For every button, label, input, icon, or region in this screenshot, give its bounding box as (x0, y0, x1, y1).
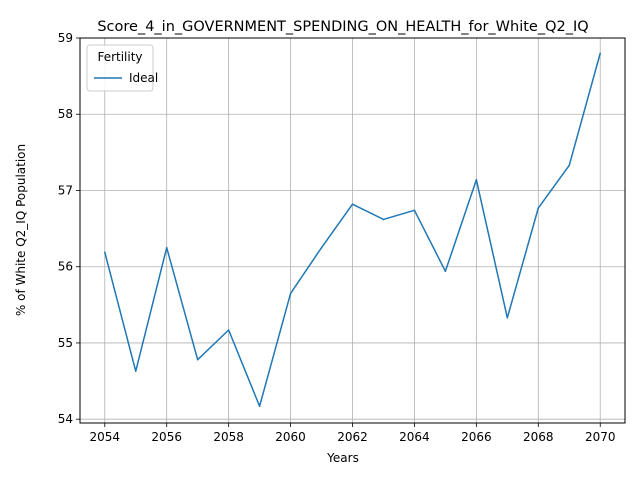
data-point (196, 358, 199, 361)
chart-title: Score_4_in_GOVERNMENT_SPENDING_ON_HEALTH… (97, 19, 588, 35)
data-point (351, 203, 354, 205)
data-point (289, 292, 292, 295)
y-tick-label: 58 (58, 107, 73, 121)
data-point (227, 329, 230, 331)
grid-lines (80, 37, 625, 423)
data-point (134, 370, 137, 372)
data-point (258, 405, 261, 407)
y-tick-label: 55 (58, 336, 73, 350)
y-axis-ticks: 54 55 56 57 58 59 (58, 31, 80, 426)
y-tick-label: 59 (58, 31, 73, 45)
data-point (320, 246, 323, 249)
series-layer (104, 52, 601, 407)
x-tick-label: 2070 (585, 430, 616, 444)
data-point (506, 317, 509, 319)
legend: Fertility Ideal (86, 44, 158, 92)
y-tick-label: 54 (58, 412, 73, 426)
x-tick-label: 2056 (151, 430, 182, 444)
legend-box (86, 44, 154, 92)
x-tick-label: 2066 (461, 430, 492, 444)
x-tick-label: 2058 (213, 430, 244, 444)
data-point (444, 270, 447, 273)
x-tick-label: 2068 (523, 430, 554, 444)
data-point (104, 251, 106, 253)
y-tick-label: 57 (58, 183, 73, 197)
data-point (382, 218, 385, 221)
x-tick-label: 2054 (89, 430, 120, 444)
x-tick-label: 2060 (275, 430, 306, 444)
data-point (165, 246, 168, 249)
x-tick-label: 2064 (399, 430, 430, 444)
legend-title: Fertility (97, 50, 142, 64)
data-point (568, 164, 571, 167)
x-axis-label: Years (326, 451, 359, 465)
y-axis-label: % of White Q2_IQ Population (14, 144, 28, 316)
data-point (475, 179, 478, 181)
x-axis-ticks: 2054 2056 2058 2060 2062 2064 2066 2068 2070 (89, 423, 616, 444)
legend-entry-label: Ideal (129, 71, 158, 85)
y-tick-label: 56 (58, 260, 73, 274)
data-point (537, 207, 540, 209)
data-point (599, 52, 601, 54)
x-tick-label: 2062 (337, 430, 368, 444)
data-point (413, 209, 416, 212)
